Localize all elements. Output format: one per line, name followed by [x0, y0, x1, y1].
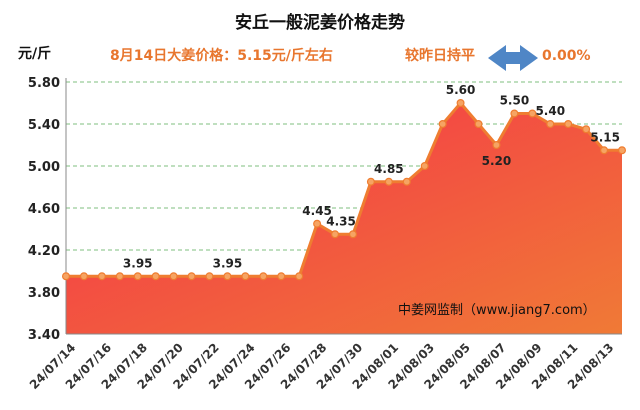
data-point [97, 272, 106, 281]
data-point [600, 146, 609, 155]
x-ticks: 24/07/1424/07/1624/07/1824/07/2024/07/22… [27, 340, 617, 392]
data-point [492, 141, 501, 150]
data-point [510, 109, 519, 118]
data-point [187, 272, 196, 281]
data-point [528, 109, 537, 118]
y-tick-label: 5.80 [28, 76, 60, 91]
y-ticks: 3.40 3.80 4.20 4.60 5.00 5.40 5.80 [28, 76, 60, 343]
data-point [348, 230, 357, 239]
y-tick-label: 5.40 [28, 118, 60, 133]
data-point [420, 162, 429, 171]
data-point [295, 272, 304, 281]
data-markers [61, 98, 626, 281]
y-tick-label: 4.20 [28, 244, 60, 259]
data-point [456, 98, 465, 107]
data-label: 4.35 [326, 214, 356, 228]
y-tick-label: 5.00 [28, 160, 60, 175]
data-point [384, 177, 393, 186]
data-point [546, 119, 555, 128]
y-tick-label: 3.40 [28, 328, 60, 343]
data-point [169, 272, 178, 281]
chart-title: 安丘一般泥姜价格走势 [235, 12, 405, 33]
data-label: 5.50 [500, 94, 530, 108]
data-point [402, 177, 411, 186]
info-price: 8月14日大姜价格：5.15元/斤左右 [110, 47, 333, 64]
data-point [223, 272, 232, 281]
info-change-value: 0.00% [542, 48, 591, 64]
y-axis-unit: 元/斤 [18, 45, 51, 62]
y-tick-label: 4.60 [28, 202, 60, 217]
data-point [331, 230, 340, 239]
data-point [115, 272, 124, 281]
data-point [79, 272, 88, 281]
data-point [241, 272, 250, 281]
data-label: 3.95 [213, 256, 243, 270]
data-label: 4.45 [302, 204, 332, 218]
data-point [61, 272, 70, 281]
data-point [133, 272, 142, 281]
data-point [366, 177, 375, 186]
data-point [259, 272, 268, 281]
data-point [205, 272, 214, 281]
data-point [474, 119, 483, 128]
data-point [582, 125, 591, 134]
data-point [438, 119, 447, 128]
data-point [277, 272, 286, 281]
data-label: 5.20 [482, 154, 512, 168]
data-point [151, 272, 160, 281]
info-change-label: 较昨日持平 [405, 47, 475, 64]
watermark: 中姜网监制（www.jiang7.com） [398, 303, 596, 318]
data-label: 5.60 [446, 83, 476, 97]
y-tick-label: 3.80 [28, 286, 60, 301]
data-labels: 3.95 3.95 4.454.35 4.85 5.60 5.20 5.50 5.40 5.15 [123, 83, 620, 270]
data-point [617, 146, 626, 155]
data-label: 5.40 [535, 104, 565, 118]
data-point [564, 119, 573, 128]
data-point [313, 219, 322, 228]
data-label: 4.85 [374, 162, 404, 176]
data-label: 3.95 [123, 256, 153, 270]
data-label: 5.15 [590, 130, 620, 144]
double-arrow-icon [488, 45, 538, 71]
